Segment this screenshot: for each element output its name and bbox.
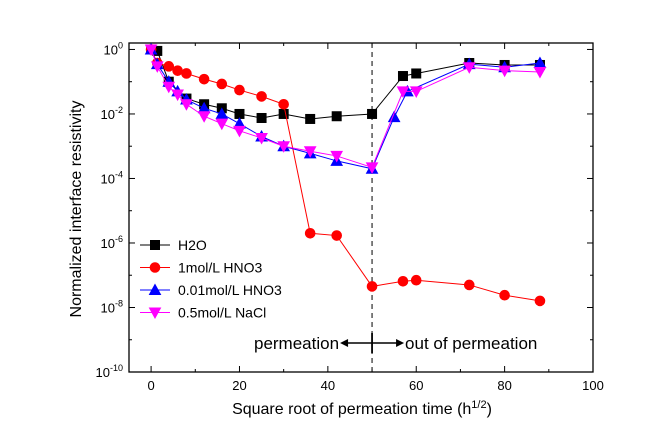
y-tick-base: 10 <box>101 107 115 122</box>
y-tick-exponent: -2 <box>115 105 123 115</box>
legend-label: 0.01mol/L HNO3 <box>178 282 282 298</box>
data-point <box>256 91 267 102</box>
y-tick-label: 10-6 <box>101 234 123 251</box>
x-tick-label: 40 <box>321 378 335 393</box>
y-tick-exponent: -10 <box>110 363 123 373</box>
data-point <box>277 141 291 153</box>
y-tick-base: 10 <box>96 365 110 380</box>
data-point <box>215 118 229 131</box>
y-tick-label: 10-4 <box>101 169 123 186</box>
y-axis-title: Normalized interface resistivity <box>68 101 85 318</box>
y-tick-base: 10 <box>101 300 115 315</box>
y-tick-exponent: 0 <box>118 40 123 50</box>
data-point <box>278 98 289 110</box>
data-point <box>330 150 344 163</box>
legend-item: 1mol/L HNO3 <box>140 260 263 276</box>
y-tick-exponent: -4 <box>115 169 123 179</box>
plot-border <box>128 42 594 373</box>
series-line <box>150 48 540 120</box>
legend-marker <box>148 283 162 295</box>
data-point <box>410 274 422 286</box>
x-tick-label: 20 <box>232 378 246 393</box>
y-tick-exponent: -6 <box>115 234 123 244</box>
data-point <box>180 99 193 111</box>
series-layer <box>144 42 547 307</box>
y-tick-base: 10 <box>104 42 118 57</box>
data-point <box>216 78 228 90</box>
x-tick-label: 80 <box>497 378 511 393</box>
data-point <box>366 281 378 292</box>
data-point <box>256 112 267 123</box>
legend-item: H2O <box>140 237 207 253</box>
data-point <box>396 86 410 98</box>
data-point <box>172 65 183 76</box>
legend-label: H2O <box>178 237 207 253</box>
y-tick-label: 10-2 <box>101 105 123 122</box>
data-point <box>171 89 184 102</box>
legend-marker <box>149 262 161 273</box>
data-point <box>533 66 547 79</box>
data-point <box>367 108 378 119</box>
y-tick-exponent: -8 <box>115 298 123 308</box>
data-point <box>397 275 409 287</box>
data-point <box>181 68 192 79</box>
legend-item: 0.01mol/L HNO3 <box>140 282 282 298</box>
y-tick-label: 10-8 <box>101 298 123 315</box>
legend: H2O 1mol/L HNO3 0.01mol/L HNO3 0.5mol/L NaC… <box>140 237 282 321</box>
data-point <box>411 68 422 79</box>
data-point <box>534 295 546 307</box>
plot-frame <box>128 42 594 373</box>
data-point <box>304 227 316 239</box>
y-tick-label: 100 <box>104 40 123 57</box>
data-point <box>331 111 342 122</box>
data-point <box>150 61 164 73</box>
data-point <box>409 86 423 98</box>
annotations: permeation out of permeation <box>254 333 537 353</box>
data-point <box>365 162 379 174</box>
y-tick-base: 10 <box>101 236 115 251</box>
series-line <box>150 49 541 170</box>
data-point <box>233 125 246 138</box>
data-point <box>234 84 245 96</box>
data-point <box>331 230 342 241</box>
y-tick-base: 10 <box>101 171 115 186</box>
data-point <box>144 44 158 56</box>
data-point <box>197 111 211 123</box>
data-point <box>463 279 475 291</box>
right-arrowhead <box>396 339 405 347</box>
series-1 <box>145 44 546 307</box>
y-tick-label: 10-10 <box>96 363 123 380</box>
legend-label: 0.5mol/L NaCl <box>178 305 266 321</box>
data-point <box>397 71 408 82</box>
data-point <box>234 108 245 119</box>
legend-marker <box>150 240 160 250</box>
data-point <box>498 65 511 78</box>
series-2 <box>144 42 547 174</box>
series-line <box>150 49 540 169</box>
legend-label: 1mol/L HNO3 <box>178 260 263 276</box>
data-point <box>162 81 176 94</box>
data-point <box>198 73 210 85</box>
data-point <box>255 132 268 145</box>
x-tick-label: 0 <box>147 378 154 393</box>
permeation-label: permeation <box>254 334 339 353</box>
data-point <box>303 146 317 158</box>
data-point <box>305 113 316 124</box>
x-axis-title: Square root of permeation time (h1/2) <box>232 399 492 418</box>
legend-marker <box>148 307 162 320</box>
legend-item: 0.5mol/L NaCl <box>140 305 266 321</box>
data-point <box>215 107 229 119</box>
data-point <box>163 61 175 72</box>
series-3 <box>144 44 547 174</box>
data-point <box>499 289 510 301</box>
x-tick-label: 100 <box>582 378 604 393</box>
out-of-permeation-label: out of permeation <box>405 334 537 353</box>
x-tick-label: 60 <box>409 378 423 393</box>
x-axis: 0 20 40 60 80 100 <box>147 43 604 393</box>
data-point <box>462 62 476 74</box>
left-arrowhead <box>340 339 349 347</box>
